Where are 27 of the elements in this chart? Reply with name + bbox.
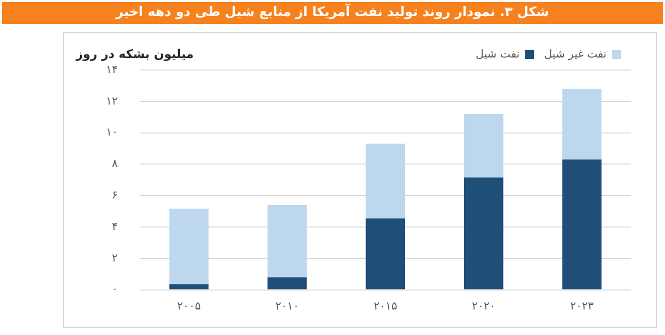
y-tick-label: ۴	[112, 220, 118, 233]
x-tick-label: ۲۰۱۵	[374, 299, 398, 312]
x-tick-label: ۲۰۲۳	[570, 299, 594, 312]
x-tick-label: ۲۰۲۰	[472, 299, 496, 312]
bar	[464, 114, 504, 178]
y-tick-label: ۱۲	[106, 94, 118, 108]
chart-title: شکل ۳. نمودار روند تولید نفت آمریکا از منابع شیل طی دو دهه اخیر	[2, 2, 663, 24]
legend-label: نفت شیل	[476, 47, 520, 60]
bar	[366, 218, 406, 290]
y-tick-label: ۱۰	[106, 126, 118, 139]
bar	[562, 159, 602, 290]
bar	[366, 144, 406, 218]
y-tick-label: ۲	[112, 251, 118, 264]
y-tick-label: ۶	[112, 188, 118, 202]
y-tick-label: ۸	[112, 157, 118, 170]
bar	[268, 205, 307, 278]
bar	[169, 208, 209, 284]
bar	[464, 178, 504, 290]
bar	[268, 277, 307, 290]
x-tick-label: ۲۰۰۵	[177, 299, 201, 312]
legend-label: نفت غیر شیل	[544, 47, 606, 60]
y-tick-label: ۰	[112, 282, 118, 296]
y-tick-label: ۱۴	[106, 62, 118, 76]
y-axis-title: میلیون بشکه در روز	[74, 47, 194, 62]
bar	[169, 284, 209, 290]
bar	[562, 88, 602, 160]
x-tick-label: ۲۰۱۰	[275, 299, 299, 312]
